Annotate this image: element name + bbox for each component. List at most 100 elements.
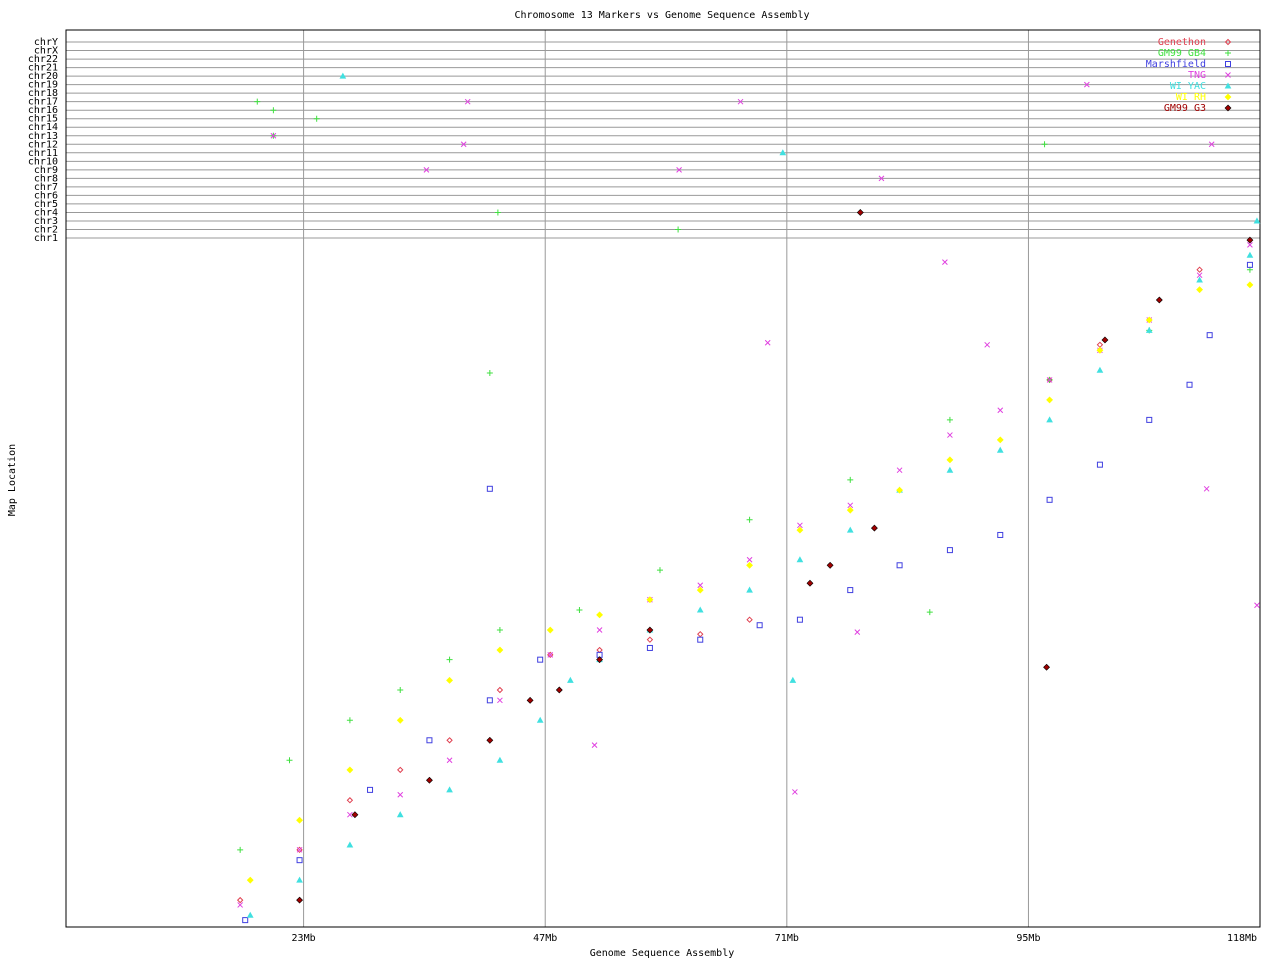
data-point	[1046, 377, 1053, 383]
data-point	[1101, 336, 1109, 344]
chromosome-label: chr4	[34, 207, 58, 218]
chromosome-label: chr10	[28, 156, 58, 167]
data-point	[1247, 242, 1253, 248]
data-point	[546, 626, 554, 634]
data-point	[347, 811, 353, 818]
legend-label: Genethon	[1158, 37, 1206, 48]
chromosome-label: chr15	[28, 114, 58, 125]
data-point	[996, 436, 1004, 444]
data-point	[1196, 272, 1203, 279]
off-chromosome-point	[339, 72, 347, 79]
legend-label: WI YAC	[1170, 81, 1206, 92]
data-point	[1046, 416, 1053, 423]
data-point	[697, 630, 704, 638]
data-point	[1254, 602, 1260, 609]
data-point	[947, 432, 953, 438]
off-chromosome-point	[460, 141, 467, 148]
data-point	[746, 556, 753, 563]
data-point	[296, 857, 303, 864]
data-point	[591, 742, 598, 748]
off-chromosome-point	[1083, 81, 1090, 88]
data-point	[576, 607, 583, 614]
data-point	[896, 467, 903, 474]
data-point	[486, 736, 494, 744]
off-chromosome-point	[856, 209, 864, 216]
data-point	[746, 616, 753, 623]
data-point	[446, 737, 453, 744]
data-point	[397, 791, 404, 798]
data-point	[296, 896, 303, 904]
off-chromosome-point	[270, 107, 277, 114]
chromosome-label: chr12	[28, 139, 58, 150]
data-point	[397, 686, 404, 693]
data-point	[996, 446, 1004, 453]
off-chromosome-point	[779, 149, 787, 156]
legend-marker	[1224, 104, 1232, 112]
data-point	[426, 776, 433, 784]
data-point	[1186, 381, 1193, 388]
data-point	[346, 766, 354, 774]
legend-marker	[1224, 82, 1232, 89]
data-point	[826, 561, 834, 569]
data-point	[746, 586, 753, 593]
off-chromosome-point	[423, 166, 430, 173]
chromosome-label: chr13	[28, 131, 58, 142]
legend-marker	[1224, 38, 1232, 46]
data-point	[396, 811, 404, 818]
data-point	[1046, 496, 1053, 503]
data-point	[1206, 332, 1213, 339]
data-point	[1146, 416, 1153, 423]
data-point	[296, 876, 303, 883]
data-point	[446, 656, 453, 663]
data-point	[942, 259, 948, 265]
y-axis-label: Map Location	[7, 444, 18, 516]
off-chromosome-point	[675, 226, 682, 233]
off-chromosome-point	[254, 98, 261, 105]
off-chromosome-point	[878, 175, 885, 182]
data-point	[1196, 266, 1203, 273]
data-point	[946, 456, 954, 464]
chromosome-label: chr9	[34, 165, 58, 176]
data-point	[697, 636, 704, 643]
data-point	[1196, 276, 1203, 283]
data-point	[496, 627, 503, 634]
data-point	[846, 526, 854, 533]
data-point	[946, 547, 953, 554]
data-point	[847, 502, 854, 509]
data-point	[236, 896, 244, 904]
data-point	[646, 636, 654, 643]
x-tick-label: 71Mb	[775, 933, 799, 944]
data-point	[1096, 366, 1104, 373]
chromosome-label: chr2	[34, 224, 58, 235]
data-point	[296, 816, 303, 824]
plot-frame	[65, 29, 1261, 928]
data-point	[1203, 485, 1210, 492]
chromosome-label: chr8	[34, 173, 58, 184]
off-chromosome-point	[737, 98, 744, 105]
data-point	[526, 696, 534, 704]
legend-marker	[1225, 50, 1231, 56]
chart-title: Chromosome 13 Markers vs Genome Sequence…	[514, 10, 809, 21]
data-point	[596, 656, 603, 664]
data-point	[696, 606, 704, 613]
data-point	[696, 586, 704, 594]
data-point	[656, 567, 663, 574]
off-chromosome-point	[494, 209, 501, 216]
data-point	[1155, 296, 1163, 304]
data-point	[1246, 251, 1254, 258]
legend-label: TNG	[1188, 70, 1206, 81]
data-point	[847, 587, 854, 594]
data-point	[555, 686, 563, 694]
chromosome-label: chrY	[34, 37, 58, 48]
chromosome-label: chr22	[28, 54, 58, 65]
off-chromosome-point	[270, 132, 277, 139]
chromosome-label: chr16	[28, 105, 58, 116]
data-point	[697, 582, 704, 589]
data-point	[792, 789, 798, 795]
data-point	[446, 786, 453, 793]
data-point	[496, 646, 504, 654]
legend-label: Marshfield	[1146, 59, 1206, 70]
data-point	[237, 902, 244, 908]
